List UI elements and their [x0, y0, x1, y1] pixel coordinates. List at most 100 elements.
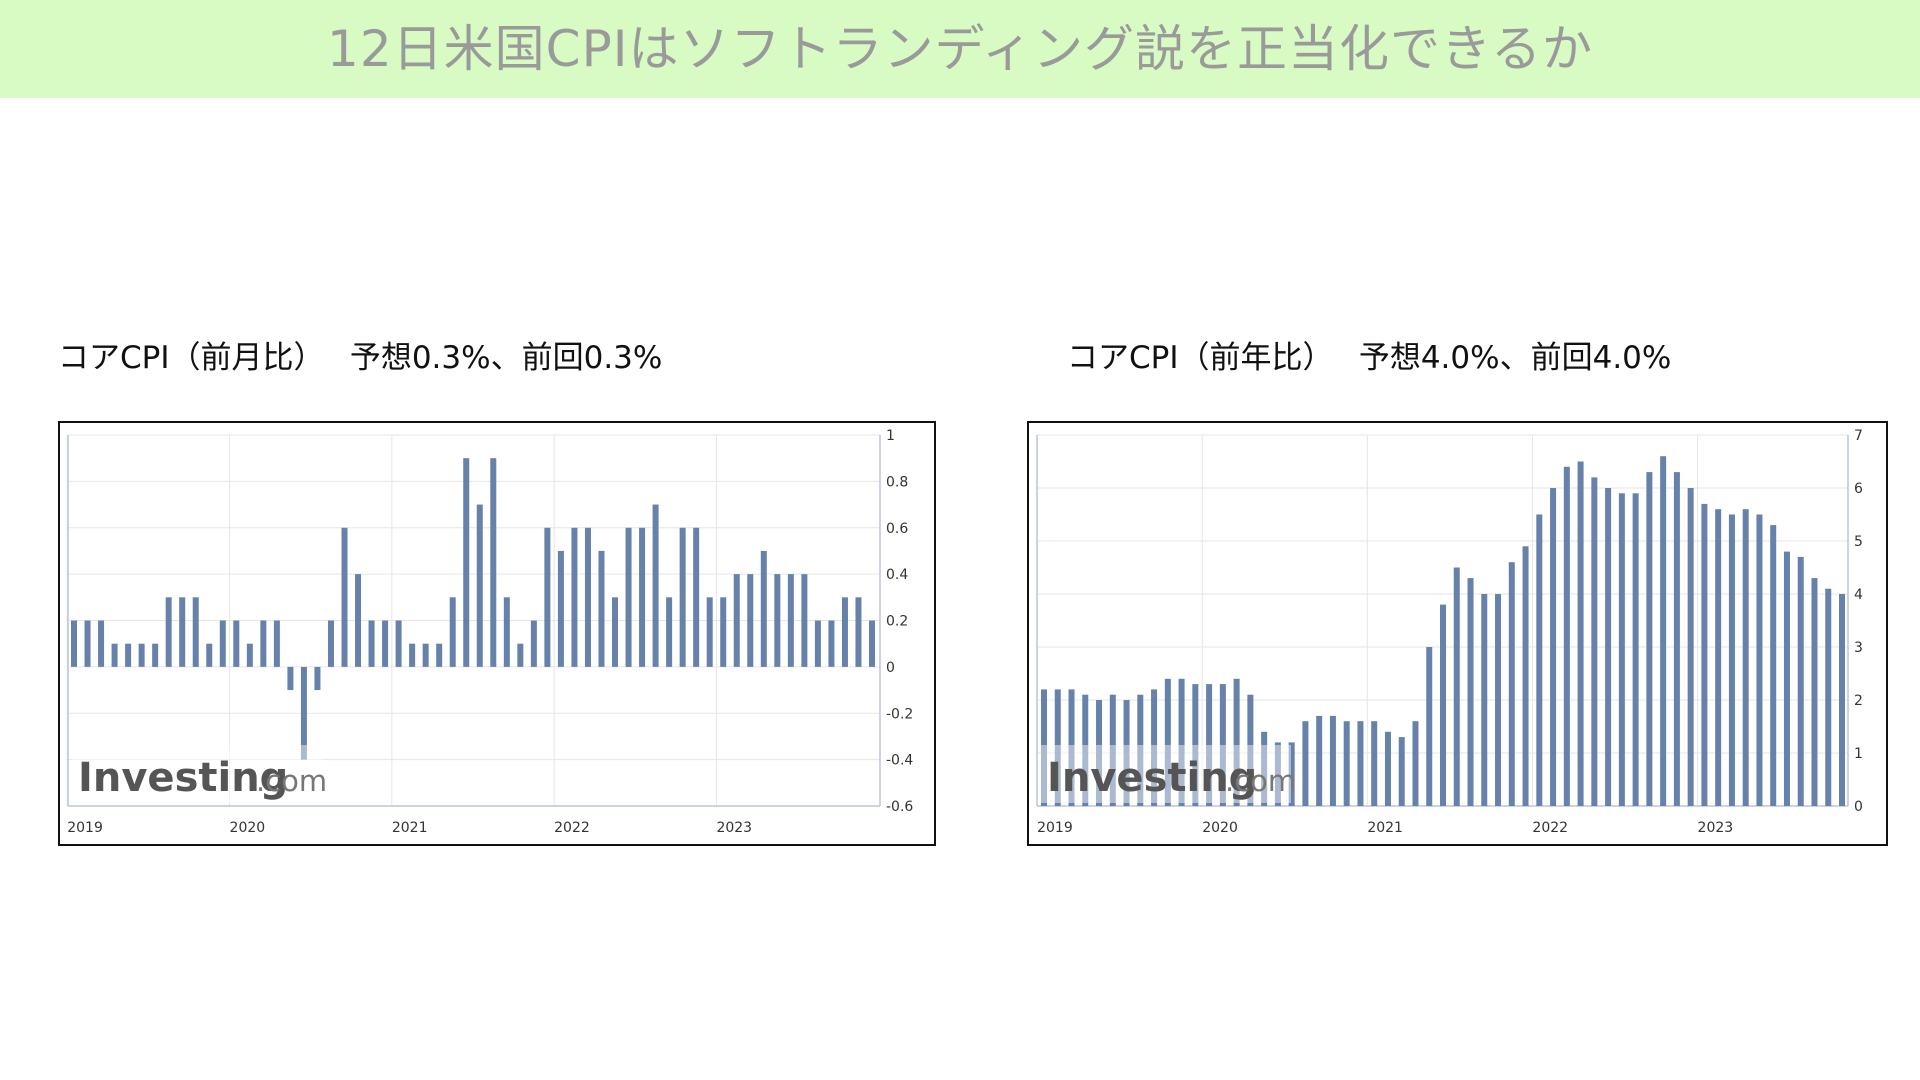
chart-caption-mom: コアCPI（前月比） 予想0.3%、前回0.3% [58, 340, 663, 376]
bar [463, 458, 470, 667]
bar [152, 643, 159, 667]
bar [1164, 678, 1171, 806]
y-tick-label: -0.6 [886, 799, 913, 815]
bar [855, 597, 862, 667]
bar [476, 504, 483, 667]
bar [1329, 715, 1336, 806]
bar [841, 597, 848, 667]
bar [273, 620, 280, 667]
bar [544, 527, 551, 667]
title-banner [0, 0, 1920, 98]
y-tick-label: -0.2 [886, 706, 913, 722]
x-tick-label: 2020 [1202, 820, 1238, 836]
bar [125, 643, 132, 667]
bar [1522, 546, 1529, 806]
x-tick-label: 2022 [1532, 820, 1568, 836]
bar [1398, 737, 1405, 806]
bar [1054, 689, 1061, 806]
bar [1412, 721, 1419, 806]
bar [1274, 742, 1281, 806]
bar [869, 620, 875, 667]
bar [1316, 715, 1323, 806]
bar [1467, 578, 1474, 806]
bar [1426, 647, 1433, 806]
y-tick-label: 2 [1854, 693, 1863, 709]
bar [422, 643, 429, 667]
y-tick-label: 6 [1854, 481, 1863, 497]
x-tick-label: 2019 [1037, 820, 1073, 836]
bar [1632, 493, 1639, 806]
bar [1508, 562, 1515, 806]
bar [517, 643, 524, 667]
y-tick-label: 0 [1854, 799, 1863, 815]
y-tick-label: 0.6 [886, 521, 908, 537]
bar [1728, 514, 1735, 806]
y-tick-label: 4 [1854, 587, 1863, 603]
bar [1041, 689, 1047, 806]
y-tick-label: 1 [886, 428, 895, 444]
bar [1770, 525, 1777, 806]
bar [1371, 721, 1378, 806]
bar [1797, 556, 1804, 806]
bar [192, 597, 199, 667]
watermark-suffix: .com [1225, 764, 1296, 798]
bar [1453, 567, 1460, 806]
bar [1384, 731, 1391, 806]
bar [260, 620, 267, 667]
bar [355, 574, 362, 667]
bar [733, 574, 740, 667]
bar [1233, 678, 1240, 806]
y-tick-label: 7 [1854, 428, 1863, 444]
bar [625, 527, 632, 667]
x-tick-label: 2021 [392, 820, 428, 836]
x-tick-label: 2023 [716, 820, 752, 836]
x-tick-label: 2022 [554, 820, 590, 836]
bar [787, 574, 794, 667]
bar [98, 620, 105, 667]
bar [138, 643, 145, 667]
watermark-logo: Investing [1047, 755, 1257, 801]
bar [300, 666, 307, 760]
bar [84, 620, 91, 667]
bar [530, 620, 537, 667]
bar [666, 597, 673, 667]
bar [1288, 742, 1295, 806]
bar [1096, 700, 1103, 806]
bar [679, 527, 686, 667]
core-cpi-mom-chart: 1 0.8 0.6 0.4 0.2 0 -0.2 -0.4 -0.6 2019 2020 2021 20… [58, 421, 936, 846]
bar [1550, 488, 1557, 806]
bar [395, 620, 402, 667]
page-title: 12日米国CPIはソフトランディング説を正当化できるか [327, 20, 1593, 78]
bar [1137, 694, 1144, 806]
bar [1495, 594, 1502, 806]
bar [1123, 700, 1130, 806]
y-tick-label: 0 [886, 660, 895, 676]
y-tick-label: 1 [1854, 746, 1863, 762]
bar [814, 620, 821, 667]
y-tick-label: 0.4 [886, 567, 908, 583]
bar [1687, 488, 1694, 806]
bar [233, 620, 240, 667]
bar [449, 597, 456, 667]
bar [341, 527, 348, 667]
bar [598, 550, 605, 667]
bar [206, 643, 213, 667]
bar [693, 527, 700, 667]
bar [652, 504, 659, 667]
bar [1701, 503, 1708, 806]
bar [1178, 678, 1185, 806]
chart-caption-yoy: コアCPI（前年比） 予想4.0%、前回4.0% [1067, 340, 1672, 376]
bar [1261, 731, 1268, 806]
bar [368, 620, 375, 667]
bar [1192, 684, 1199, 806]
bar [1591, 477, 1598, 806]
watermark-backdrop [72, 745, 322, 803]
bar [720, 597, 727, 667]
bar [557, 550, 564, 667]
bar [774, 574, 781, 667]
bar [760, 550, 767, 667]
bar [1068, 689, 1075, 806]
bar [1660, 456, 1667, 806]
x-tick-label: 2019 [67, 820, 103, 836]
bar [1646, 472, 1653, 806]
